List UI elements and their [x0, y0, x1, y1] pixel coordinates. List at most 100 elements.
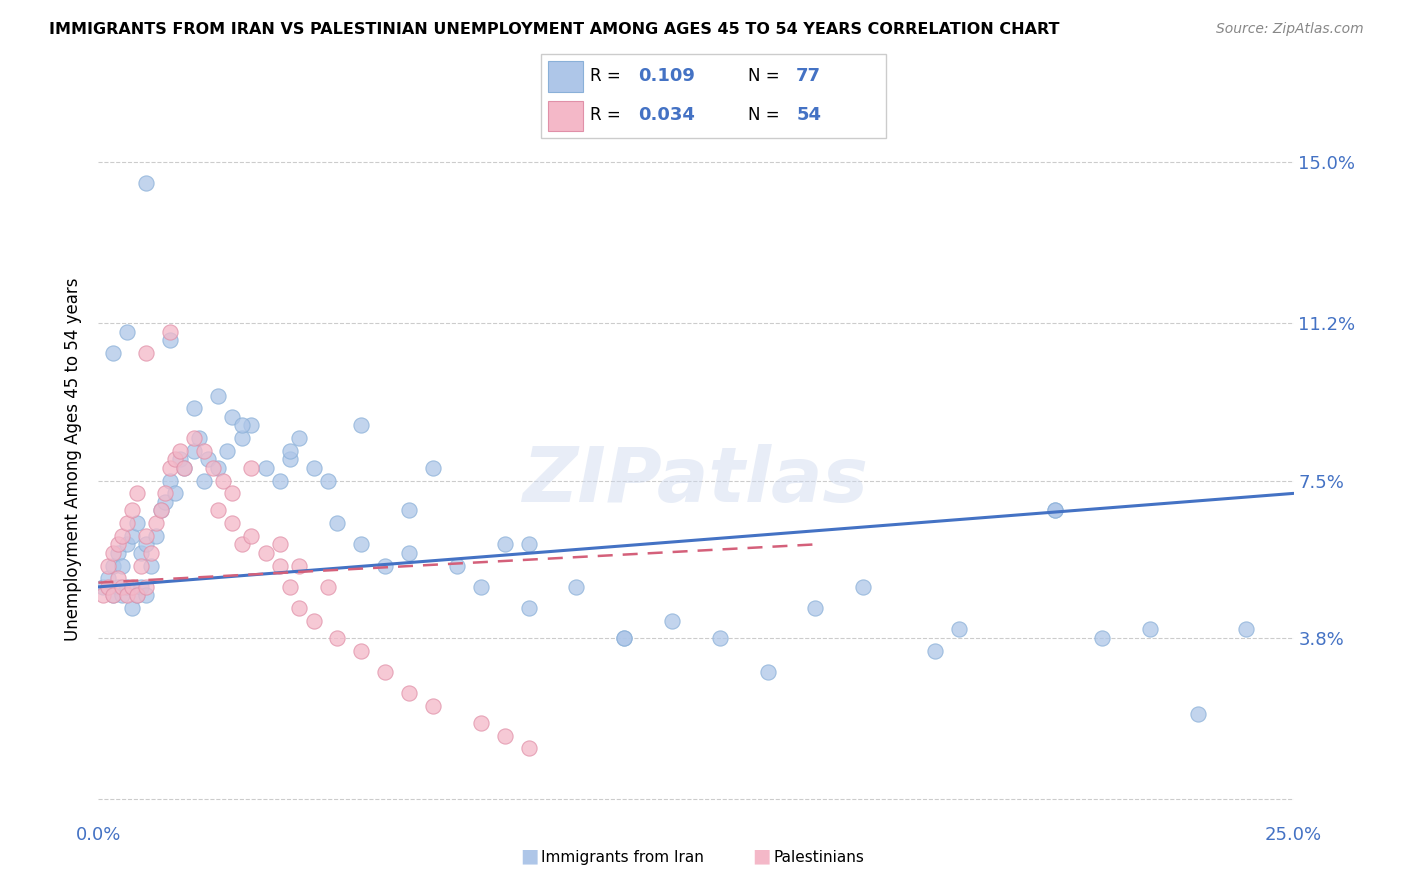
Point — [169, 443, 191, 458]
Point — [101, 588, 124, 602]
Point — [131, 546, 153, 560]
Point — [159, 325, 181, 339]
Point — [422, 698, 444, 713]
Point — [193, 474, 215, 488]
Point — [207, 503, 229, 517]
Text: IMMIGRANTS FROM IRAN VS PALESTINIAN UNEMPLOYMENT AMONG AGES 45 TO 54 YEARS CORRE: IMMIGRANTS FROM IRAN VS PALESTINIAN UNEM… — [49, 22, 1060, 37]
Point — [565, 580, 588, 594]
Text: R =: R = — [589, 68, 626, 86]
Point — [240, 418, 263, 433]
Y-axis label: Unemployment Among Ages 45 to 54 years: Unemployment Among Ages 45 to 54 years — [65, 277, 83, 641]
Point — [183, 431, 205, 445]
Point — [288, 558, 311, 573]
Point — [254, 461, 277, 475]
Point — [1091, 631, 1114, 645]
Point — [207, 389, 229, 403]
Point — [115, 516, 138, 530]
Point — [613, 631, 636, 645]
Point — [494, 537, 516, 551]
Point — [101, 346, 124, 360]
Point — [101, 558, 124, 573]
Point — [240, 529, 263, 543]
Point — [91, 580, 114, 594]
Point — [173, 461, 195, 475]
Point — [155, 495, 177, 509]
Point — [159, 334, 181, 348]
Point — [97, 580, 120, 594]
Text: ■: ■ — [752, 847, 770, 865]
Point — [517, 741, 540, 756]
Point — [326, 516, 349, 530]
Point — [197, 452, 219, 467]
Point — [135, 529, 157, 543]
Point — [326, 631, 349, 645]
Text: N =: N = — [748, 68, 785, 86]
Point — [288, 431, 311, 445]
Point — [135, 176, 157, 190]
Point — [207, 461, 229, 475]
Point — [121, 529, 143, 543]
Text: N =: N = — [748, 106, 785, 124]
Point — [254, 546, 277, 560]
Text: Source: ZipAtlas.com: Source: ZipAtlas.com — [1216, 22, 1364, 37]
Point — [155, 486, 177, 500]
Point — [231, 418, 253, 433]
Point — [446, 558, 468, 573]
Point — [101, 546, 124, 560]
Point — [374, 558, 396, 573]
Point — [115, 588, 138, 602]
Point — [145, 529, 167, 543]
Point — [398, 546, 420, 560]
Point — [163, 452, 186, 467]
Bar — [548, 62, 582, 92]
Point — [139, 546, 162, 560]
Point — [107, 546, 129, 560]
Text: 54: 54 — [796, 106, 821, 124]
Point — [398, 503, 420, 517]
Point — [125, 486, 148, 500]
Point — [91, 588, 114, 602]
Point — [131, 580, 153, 594]
Point — [302, 614, 325, 628]
Point — [1187, 707, 1209, 722]
Point — [169, 452, 191, 467]
Point — [217, 443, 239, 458]
Point — [948, 623, 970, 637]
Point — [350, 643, 373, 657]
Point — [240, 461, 263, 475]
Point — [187, 431, 209, 445]
Point — [398, 686, 420, 700]
Point — [350, 537, 373, 551]
Point — [107, 580, 129, 594]
Point — [231, 537, 253, 551]
Point — [125, 588, 148, 602]
Point — [1139, 623, 1161, 637]
FancyBboxPatch shape — [541, 54, 886, 138]
Text: ZIPatlas: ZIPatlas — [523, 444, 869, 518]
Point — [709, 631, 731, 645]
Point — [278, 452, 301, 467]
Point — [145, 516, 167, 530]
Point — [173, 461, 195, 475]
Point — [135, 588, 157, 602]
Point — [316, 474, 339, 488]
Bar — [548, 101, 582, 131]
Point — [494, 729, 516, 743]
Point — [852, 580, 875, 594]
Point — [111, 588, 134, 602]
Point — [269, 537, 291, 551]
Point — [470, 580, 492, 594]
Point — [517, 537, 540, 551]
Point — [613, 631, 636, 645]
Point — [193, 443, 215, 458]
Point — [111, 580, 134, 594]
Point — [924, 643, 946, 657]
Point — [135, 580, 157, 594]
Text: R =: R = — [589, 106, 626, 124]
Point — [1234, 623, 1257, 637]
Point — [115, 537, 138, 551]
Text: 77: 77 — [796, 68, 821, 86]
Point — [115, 580, 138, 594]
Point — [111, 558, 134, 573]
Point — [350, 418, 373, 433]
